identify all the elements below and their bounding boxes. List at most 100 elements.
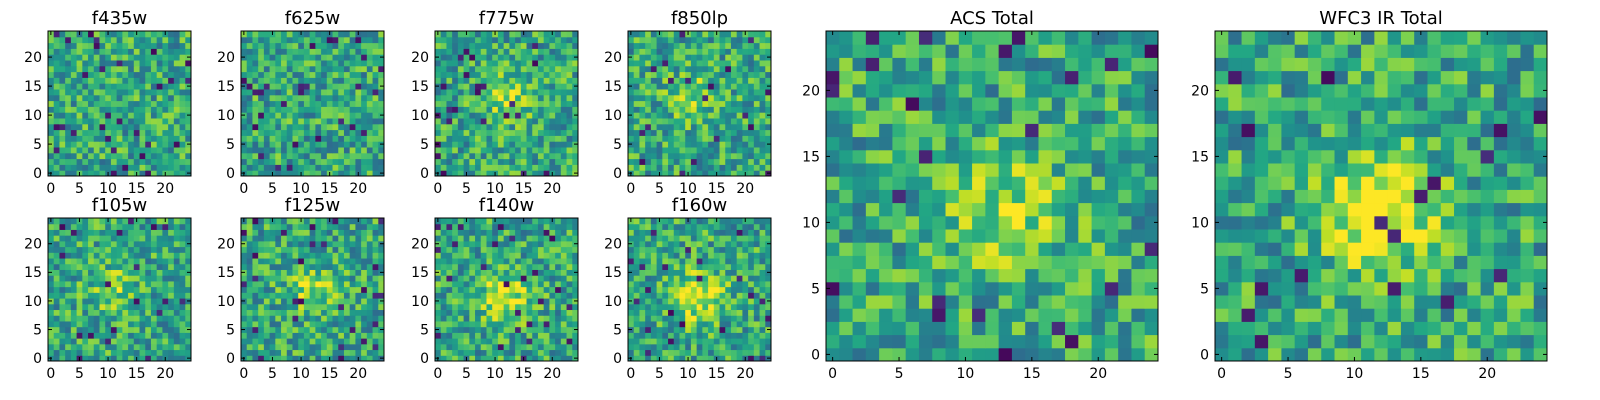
heatmap-cell (673, 275, 680, 282)
heatmap-cell (59, 223, 66, 230)
heatmap-cell (99, 170, 106, 177)
heatmap-cell (469, 83, 476, 90)
heatmap-cell (549, 89, 556, 96)
heatmap-cell (263, 286, 271, 293)
axes-frame (240, 217, 385, 362)
heatmap-cell (696, 129, 703, 136)
heatmap-cell (668, 112, 675, 119)
heatmap-cell (475, 338, 482, 345)
heatmap-cell (70, 135, 78, 142)
heatmap-cell (736, 77, 743, 84)
heatmap-cell (503, 164, 510, 171)
heatmap-cell (65, 164, 72, 171)
heatmap-cell (258, 320, 265, 328)
heatmap-cell (492, 303, 499, 311)
heatmap-cell (53, 275, 60, 282)
heatmap-cell (656, 298, 663, 305)
heatmap-cell (372, 164, 379, 171)
heatmap-cell (685, 164, 692, 171)
heatmap-cell (281, 252, 288, 259)
heatmap-cell (480, 106, 487, 113)
heatmap-cell (99, 343, 106, 351)
heatmap-cell (520, 164, 528, 171)
heatmap-cell (145, 170, 152, 177)
heatmap-cell (515, 338, 522, 345)
heatmap-cell (139, 65, 146, 73)
heatmap-cell (110, 280, 118, 288)
heatmap-cell (509, 292, 516, 299)
heatmap-cell (515, 31, 522, 38)
heatmap-cell (742, 89, 749, 96)
heatmap-cell (656, 36, 663, 44)
heatmap-cell (452, 123, 459, 131)
heatmap-cell (555, 135, 562, 142)
heatmap-cell (509, 71, 516, 78)
heatmap-cell (765, 106, 772, 113)
heatmap-cell (452, 158, 459, 165)
heatmap-cell (343, 298, 351, 305)
heatmap-cell (269, 89, 276, 96)
heatmap-cell (515, 100, 522, 107)
heatmap-cell (168, 106, 175, 113)
heatmap-cell (338, 141, 345, 148)
heatmap-cell (173, 320, 181, 328)
heatmap-cell (446, 258, 453, 265)
heatmap-cell (361, 286, 368, 293)
heatmap-cell (713, 315, 721, 322)
heatmap-cell (526, 77, 533, 84)
heatmap-cell (133, 338, 141, 345)
heatmap-cell (748, 164, 755, 171)
heatmap-cell (326, 106, 334, 113)
heatmap-cell (509, 147, 516, 154)
heatmap-cell (452, 135, 459, 142)
heatmap-cell (708, 65, 715, 73)
heatmap-cell (509, 54, 516, 61)
heatmap-cell (145, 48, 152, 55)
heatmap-cell (515, 129, 522, 136)
heatmap-cell (168, 252, 175, 259)
heatmap-cell (492, 309, 499, 316)
heatmap-cell (503, 135, 510, 142)
heatmap-cell (116, 60, 123, 67)
heatmap-cell (526, 240, 533, 248)
heatmap-cell (332, 246, 339, 253)
heatmap-cell (76, 141, 83, 148)
heatmap-cell (708, 123, 715, 131)
heatmap-cell (88, 298, 95, 305)
heatmap-cell (315, 252, 322, 259)
heatmap-cell (690, 100, 698, 107)
heatmap-cell (560, 332, 568, 339)
heatmap-cell (156, 42, 163, 49)
heatmap-cell (48, 258, 55, 265)
heatmap-cell (708, 100, 715, 107)
heatmap-cell (88, 326, 95, 333)
heatmap-cell (469, 71, 476, 78)
heatmap-cell (185, 106, 192, 113)
heatmap-cell (748, 315, 755, 322)
heatmap-cell (162, 229, 169, 236)
heatmap-cell (110, 31, 118, 38)
heatmap-cell (173, 303, 181, 311)
heatmap-cell (480, 152, 487, 160)
heatmap-cell (509, 164, 516, 171)
heatmap-cell (59, 218, 66, 225)
heatmap-cell (116, 89, 123, 96)
heatmap-cell (292, 54, 299, 61)
heatmap-cell (139, 42, 146, 49)
heatmap-cell (650, 280, 658, 288)
heatmap-cell (492, 286, 499, 293)
heatmap-cell (82, 94, 89, 102)
heatmap-cell (532, 36, 539, 44)
heatmap-cell (679, 65, 686, 73)
heatmap-cell (549, 240, 556, 248)
heatmap-cell (65, 349, 72, 356)
heatmap-cell (105, 141, 112, 148)
heatmap-cell (372, 349, 379, 356)
heatmap-cell (263, 54, 271, 61)
heatmap-cell (645, 100, 652, 107)
heatmap-cell (173, 83, 181, 90)
heatmap-cell (93, 275, 100, 282)
heatmap-cell (725, 164, 732, 171)
heatmap-cell (185, 223, 192, 230)
heatmap-cell (110, 164, 118, 171)
